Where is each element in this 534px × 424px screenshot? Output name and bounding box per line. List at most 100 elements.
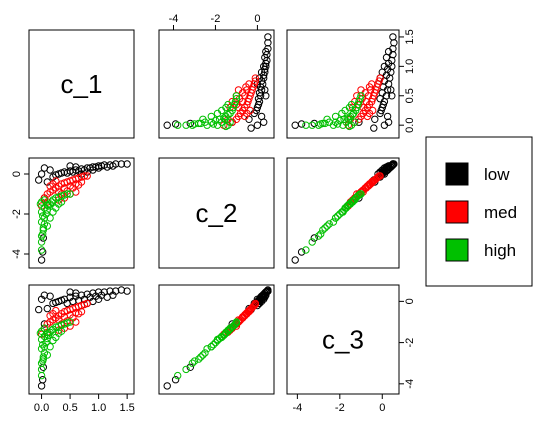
point-low-36-c_2-c_1 (103, 163, 111, 171)
point-high-17-c_3-c_2 (232, 318, 241, 326)
point-high-18-c_3-c_1 (37, 345, 46, 353)
point-low-29-c_1-c_2 (253, 121, 262, 129)
point-med-15-c_1-c_3 (375, 77, 383, 85)
point-low-39-c_2-c_1 (66, 162, 74, 170)
y-tick-label-c_1-1: 0.5 (404, 88, 416, 103)
point-low-0-c_1-c_2 (163, 121, 171, 129)
point-high-33-c_2-c_3 (319, 226, 327, 234)
point-low-1-c_2-c_3 (297, 248, 306, 256)
point-low-2-c_2-c_1 (39, 234, 47, 242)
point-high-0-c_3-c_2 (174, 371, 182, 380)
point-low-4-c_1-c_3 (371, 115, 379, 124)
point-high-30-c_3-c_1 (46, 343, 54, 351)
x-tick-label-c_3-0: -4 (292, 402, 302, 414)
point-low-27-c_3-c_1 (52, 298, 60, 307)
point-low-37-c_1-c_3 (384, 47, 393, 56)
point-high-33-c_2-c_1 (39, 226, 47, 234)
point-high-19-c_3-c_2 (209, 341, 218, 349)
point-med-26-c_1-c_2 (246, 106, 254, 115)
point-high-27-c_2-c_3 (341, 204, 349, 212)
point-high-30-c_1-c_3 (331, 112, 340, 121)
legend-label-med: med (484, 203, 517, 222)
point-med-29-c_1-c_2 (245, 80, 253, 88)
point-low-28-c_3-c_1 (35, 305, 43, 314)
point-high-3-c_3-c_2 (197, 353, 205, 361)
point-high-31-c_3-c_2 (199, 351, 207, 359)
scatter-points (35, 33, 398, 390)
point-low-17-c_3-c_1 (117, 286, 126, 294)
point-high-4-c_3-c_2 (201, 349, 209, 357)
point-high-24-c_2-c_1 (40, 196, 49, 204)
y-tick-label-c_1-3: 1.5 (404, 29, 416, 44)
legend-swatch-high (445, 238, 469, 262)
point-high-31-c_1-c_2 (199, 115, 207, 124)
point-low-38-c_3-c_2 (261, 289, 269, 297)
point-high-31-c_2-c_3 (323, 222, 331, 230)
y-tick-label-c_2-2: 0 (11, 171, 23, 177)
point-low-39-c_2-c_3 (388, 162, 396, 170)
point-low-27-c_1-c_3 (377, 106, 385, 115)
point-high-18-c_3-c_2 (203, 345, 211, 353)
point-high-29-c_3-c_1 (57, 327, 66, 335)
point-med-29-c_2-c_1 (77, 178, 86, 186)
point-high-30-c_3-c_2 (207, 343, 216, 351)
point-med-27-c_2-c_1 (46, 182, 54, 190)
point-low-28-c_1-c_3 (370, 124, 378, 132)
point-high-0-c_2-c_3 (302, 246, 310, 254)
point-high-25-c_3-c_1 (36, 329, 45, 337)
point-med-27-c_1-c_3 (363, 112, 372, 121)
point-high-33-c_3-c_1 (39, 355, 47, 363)
point-high-2-c_2-c_3 (317, 230, 325, 238)
point-med-26-c_2-c_3 (369, 177, 377, 185)
point-low-0-c_3-c_2 (163, 382, 171, 390)
point-low-0-c_2-c_3 (291, 256, 299, 264)
point-low-35-c_3-c_1 (94, 295, 103, 303)
point-low-35-c_2-c_1 (94, 164, 103, 172)
point-low-31-c_1-c_2 (260, 118, 268, 126)
diagonal-label-c_3: c_3 (322, 325, 364, 355)
point-low-30-c_3-c_1 (46, 292, 54, 300)
x-tick-label-c_2-1: -2 (211, 13, 221, 25)
point-med-27-c_1-c_2 (241, 112, 249, 121)
point-high-31-c_1-c_3 (323, 115, 331, 124)
point-high-19-c_1-c_2 (209, 120, 218, 128)
point-high-17-c_1-c_3 (357, 92, 365, 100)
point-high-29-c_3-c_2 (224, 327, 232, 335)
panel-frame-c_1-c_1 (28, 29, 135, 139)
point-high-4-c_2-c_3 (325, 220, 333, 228)
legend: low med high (425, 136, 533, 287)
point-low-4-c_3-c_1 (43, 304, 51, 313)
point-low-18-c_2-c_1 (123, 160, 131, 168)
point-low-37-c_2-c_1 (109, 162, 117, 170)
point-high-29-c_2-c_3 (347, 198, 356, 206)
point-high-17-c_1-c_2 (232, 92, 241, 100)
point-high-17-c_2-c_3 (357, 190, 365, 198)
point-high-33-c_1-c_2 (195, 119, 203, 128)
point-high-30-c_2-c_1 (46, 214, 54, 222)
y-tick-label-c_2-0: -4 (11, 249, 23, 259)
point-med-26-c_3-c_2 (246, 306, 254, 315)
point-high-28-c_3-c_2 (222, 329, 230, 337)
point-low-17-c_2-c_1 (117, 160, 126, 168)
point-high-32-c_2-c_1 (37, 232, 46, 240)
point-low-29-c_2-c_1 (37, 170, 46, 178)
point-med-16-c_2-c_3 (376, 172, 384, 180)
point-med-27-c_3-c_2 (241, 312, 249, 320)
point-high-19-c_2-c_1 (39, 212, 47, 220)
point-low-28-c_2-c_1 (35, 176, 43, 184)
point-low-31-c_3-c_1 (40, 291, 49, 299)
point-med-16-c_3-c_2 (251, 299, 260, 308)
point-low-33-c_2-c_3 (376, 168, 384, 176)
x-tick-label-c_1-3: 1.5 (119, 402, 134, 414)
point-high-1-c_1-c_2 (182, 121, 190, 129)
point-high-25-c_1-c_2 (222, 122, 230, 131)
panel-frame-c_3-c_2 (158, 284, 275, 395)
point-high-24-c_1-c_3 (351, 118, 359, 126)
point-high-25-c_1-c_3 (345, 122, 354, 131)
point-med-15-c_2-c_1 (80, 172, 89, 180)
point-high-25-c_2-c_1 (36, 200, 45, 208)
y-tick-label-c_3-2: 0 (404, 298, 416, 304)
point-low-19-c_2-c_1 (63, 169, 71, 177)
point-high-32-c_1-c_3 (314, 121, 323, 129)
axis-ticks: 0.0 0.5 1.0 1.5 -4 -2 0 -4 -2 0 0.0 0.5 1.0 1.5 -4 -2 0 -… (11, 13, 416, 414)
